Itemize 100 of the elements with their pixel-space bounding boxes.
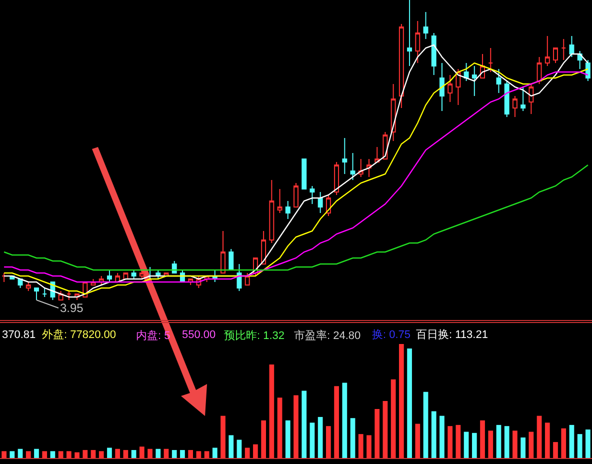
- bar: [569, 424, 574, 458]
- candlestick: [407, 0, 412, 66]
- bar: [180, 450, 185, 458]
- bar: [164, 448, 169, 458]
- text: 换: 0.75: [372, 329, 411, 341]
- candlestick: [106, 270, 112, 282]
- bar: [382, 401, 388, 458]
- bar: [350, 418, 356, 458]
- candlestick: [350, 152, 356, 180]
- bar: [544, 422, 550, 458]
- bar: [326, 426, 331, 458]
- bar: [58, 451, 64, 458]
- text: 550.00: [182, 329, 216, 341]
- bar: [472, 432, 477, 458]
- bar: [586, 430, 590, 458]
- bar: [204, 451, 210, 458]
- bar: [464, 432, 469, 458]
- bar: [244, 448, 250, 458]
- bar: [18, 448, 23, 458]
- bar: [407, 348, 412, 458]
- bar: [302, 390, 307, 458]
- bar: [390, 379, 396, 458]
- bar: [131, 450, 136, 458]
- candlestick: [536, 56, 542, 84]
- candlestick: [585, 60, 590, 82]
- bar: [520, 437, 526, 458]
- bar: [253, 444, 258, 458]
- bar: [480, 420, 485, 458]
- candlestick: [431, 32, 436, 76]
- text: 外盘: 77820.00: [42, 329, 116, 341]
- text: 预比昨: 1.32: [224, 329, 285, 342]
- candlestick: [488, 48, 494, 72]
- candlestick: [285, 200, 290, 220]
- candlestick: [553, 48, 558, 64]
- candlestick: [310, 186, 315, 204]
- bar: [440, 416, 444, 458]
- candlestick: [26, 282, 31, 292]
- bar: [107, 448, 112, 458]
- candlestick: [66, 290, 72, 300]
- bar: [577, 434, 582, 458]
- candlestick: [464, 62, 469, 82]
- bar: [277, 398, 282, 458]
- bar: [90, 450, 96, 458]
- bar: [98, 451, 104, 458]
- bar: [374, 408, 380, 458]
- bar: [294, 395, 298, 458]
- candlestick: [472, 66, 477, 96]
- bar: [50, 451, 56, 458]
- bar: [196, 451, 202, 458]
- bar: [172, 450, 177, 458]
- bar: [139, 446, 144, 458]
- bar: [553, 442, 558, 458]
- bar: [415, 424, 420, 458]
- candlestick: [139, 270, 144, 280]
- bar: [34, 448, 39, 458]
- candlestick: [294, 182, 298, 208]
- candlestick: [342, 138, 348, 174]
- candlestick: [269, 180, 274, 244]
- candlestick: [42, 288, 48, 298]
- candlestick: [261, 230, 266, 264]
- candlestick: [544, 36, 550, 66]
- bar: [358, 434, 364, 458]
- bar: [423, 392, 428, 458]
- candlestick: [148, 266, 153, 280]
- bar: [66, 451, 72, 458]
- bar: [74, 452, 80, 458]
- bar: [261, 420, 266, 458]
- bar: [236, 440, 242, 458]
- bar: [115, 448, 120, 458]
- text: 370.81: [2, 329, 36, 341]
- candlestick: [277, 188, 282, 214]
- candlestick: [520, 86, 526, 112]
- bar: [10, 451, 15, 458]
- bar: [42, 451, 48, 458]
- candlestick: [302, 158, 307, 190]
- bar: [269, 364, 274, 458]
- text: 市盈率: 24.80: [294, 329, 361, 342]
- bar: [496, 424, 502, 458]
- bar: [561, 428, 566, 458]
- candlestick: [244, 272, 250, 286]
- candlestick: [220, 230, 226, 274]
- bar: [318, 416, 323, 458]
- candlestick: [448, 74, 453, 102]
- candlestick: [439, 62, 444, 112]
- bar: [456, 424, 461, 458]
- bar: [2, 451, 6, 458]
- bar: [398, 344, 404, 458]
- candlestick: [172, 260, 177, 274]
- bar: [528, 432, 534, 458]
- candlestick: [512, 96, 518, 118]
- bar: [342, 382, 348, 458]
- bar: [366, 435, 372, 458]
- candlestick: [318, 192, 323, 214]
- bar: [334, 386, 339, 458]
- bar: [26, 451, 31, 458]
- candlestick: [528, 84, 534, 114]
- annotation: 3.95: [60, 301, 84, 315]
- bar: [285, 420, 290, 458]
- candlestick: [228, 248, 234, 270]
- candlestick: [131, 270, 136, 280]
